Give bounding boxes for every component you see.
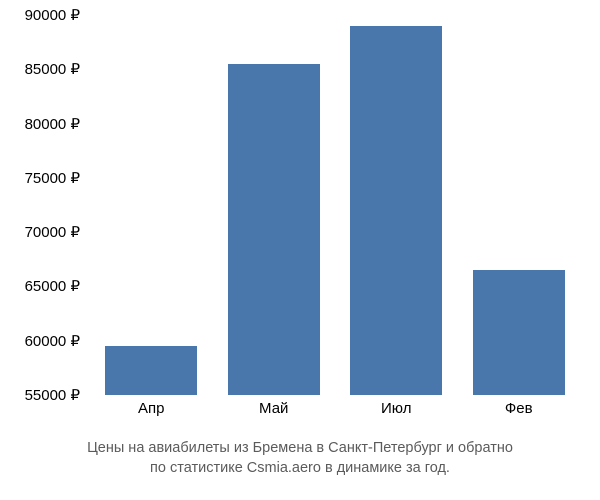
bar	[350, 26, 442, 395]
y-tick-label: 85000 ₽	[25, 60, 80, 78]
y-tick-label: 60000 ₽	[25, 332, 80, 350]
caption-line-2: по статистике Csmia.aero в динамике за г…	[0, 458, 600, 478]
bar	[105, 346, 197, 395]
chart-container: 55000 ₽ 60000 ₽ 65000 ₽ 70000 ₽ 75000 ₽ 80000…	[0, 0, 600, 500]
bar	[228, 64, 320, 395]
x-tick-label: Июл	[381, 400, 411, 417]
y-tick-label: 70000 ₽	[25, 223, 80, 241]
x-tick-label: Май	[259, 400, 288, 417]
y-tick-label: 55000 ₽	[25, 386, 80, 404]
y-axis: 55000 ₽60000 ₽65000 ₽70000 ₽75000 ₽80000…	[0, 15, 85, 395]
plot-area	[90, 15, 580, 395]
x-tick-label: Фев	[505, 400, 533, 417]
y-tick-label: 90000 ₽	[25, 6, 80, 24]
y-tick-label: 75000 ₽	[25, 169, 80, 187]
y-tick-label: 80000 ₽	[25, 115, 80, 133]
caption-line-1: Цены на авиабилеты из Бремена в Санкт-Пе…	[0, 438, 600, 458]
y-tick-label: 65000 ₽	[25, 277, 80, 295]
bar	[473, 270, 565, 395]
x-axis: Апр Май Июл Фев	[90, 400, 580, 425]
x-tick-label: Апр	[138, 400, 164, 417]
